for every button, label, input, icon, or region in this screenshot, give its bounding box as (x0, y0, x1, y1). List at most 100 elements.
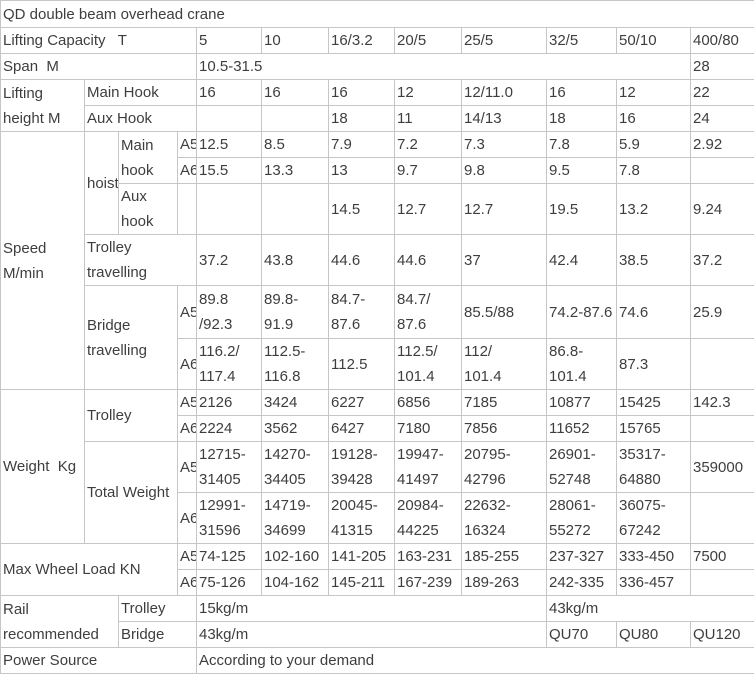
aux-speed-value: 12.7 (395, 184, 462, 235)
row-wheel-load-a5: Max Wheel Load KN A5 74-125 102-160 141-… (1, 544, 754, 570)
total-weight-value: 14270- 34405 (262, 442, 329, 493)
row-label-speed: Speed M/min (1, 132, 85, 390)
wheel-load-value: 189-263 (462, 570, 547, 596)
trolley-travel-value: 37 (462, 235, 547, 286)
row-label-lifting-capacity: Lifting Capacity T (1, 28, 197, 54)
row-trolley-weight-a5: Weight Kg Trolley A5 2126 3424 6227 6856… (1, 390, 754, 416)
label-aux-hook: Aux Hook (85, 106, 197, 132)
row-height-aux-hook: Aux Hook 18 11 14/13 18 16 24 (1, 106, 754, 132)
power-source-value: According to your demand (197, 648, 754, 674)
trolley-weight-value: 6856 (395, 390, 462, 416)
total-weight-value (691, 493, 754, 544)
main-hook-height-value: 12 (395, 80, 462, 106)
trolley-weight-value: 2126 (197, 390, 262, 416)
wheel-load-value: 242-335 (547, 570, 617, 596)
capacity-value: 16/3.2 (329, 28, 395, 54)
main-hook-height-value: 16 (262, 80, 329, 106)
hoist-speed-value: 12.5 (197, 132, 262, 158)
label-a6: A6 (178, 416, 197, 442)
wheel-load-value: 167-239 (395, 570, 462, 596)
main-hook-height-value: 12 (617, 80, 691, 106)
trolley-weight-value (691, 416, 754, 442)
total-weight-value: 26901- 52748 (547, 442, 617, 493)
hoist-speed-value (691, 158, 754, 184)
trolley-weight-value: 3562 (262, 416, 329, 442)
hoist-speed-value: 13.3 (262, 158, 329, 184)
hoist-speed-value: 9.5 (547, 158, 617, 184)
bridge-travel-value: 84.7/ 87.6 (395, 286, 462, 339)
label-a6: A6 (178, 493, 197, 544)
hoist-speed-value: 7.8 (547, 132, 617, 158)
trolley-travel-value: 38.5 (617, 235, 691, 286)
main-hook-height-value: 16 (329, 80, 395, 106)
rail-trolley-left-value: 15kg/m (197, 596, 547, 622)
label-a6: A6 (178, 570, 197, 596)
rail-bridge-left-value: 43kg/m (197, 622, 547, 648)
total-weight-value: 359000 (691, 442, 754, 493)
hoist-speed-value: 7.2 (395, 132, 462, 158)
bridge-travel-value: 74.2-87.6 (547, 286, 617, 339)
hoist-speed-value: 13 (329, 158, 395, 184)
trolley-weight-value: 10877 (547, 390, 617, 416)
hoist-speed-value: 9.8 (462, 158, 547, 184)
wheel-load-value: 336-457 (617, 570, 691, 596)
trolley-travel-value: 37.2 (691, 235, 754, 286)
row-power-source: Power Source According to your demand (1, 648, 754, 674)
row-label-lifting-height: Lifting height M (1, 80, 85, 132)
label-speed-aux-hook: Aux hook (119, 184, 178, 235)
aux-hook-height-value (262, 106, 329, 132)
capacity-value: 50/10 (617, 28, 691, 54)
wheel-load-value: 7500 (691, 544, 754, 570)
span-last-value: 28 (691, 54, 754, 80)
bridge-travel-value: 112.5- 116.8 (262, 339, 329, 390)
bridge-travel-value: 85.5/88 (462, 286, 547, 339)
row-height-main-hook: Lifting height M Main Hook 16 16 16 12 1… (1, 80, 754, 106)
wheel-load-value: 141-205 (329, 544, 395, 570)
hoist-speed-value: 9.7 (395, 158, 462, 184)
bridge-travel-value: 87.3 (617, 339, 691, 390)
bridge-travel-value: 89.8 /92.3 (197, 286, 262, 339)
wheel-load-value: 74-125 (197, 544, 262, 570)
total-weight-value: 20795- 42796 (462, 442, 547, 493)
label-total-weight: Total Weight (85, 442, 178, 544)
trolley-weight-value: 7180 (395, 416, 462, 442)
capacity-value: 32/5 (547, 28, 617, 54)
rail-bridge-value: QU120 (691, 622, 754, 648)
label-rail-trolley: Trolley (119, 596, 197, 622)
hoist-speed-value: 7.3 (462, 132, 547, 158)
row-trolley-travelling: Trolley travelling 37.2 43.8 44.6 44.6 3… (1, 235, 754, 286)
aux-speed-value: 9.24 (691, 184, 754, 235)
total-weight-value: 22632- 16324 (462, 493, 547, 544)
row-title: QD double beam overhead crane (1, 1, 754, 28)
label-hoist: hoist (85, 132, 119, 235)
row-span: Span M 10.5-31.5 28 (1, 54, 754, 80)
bridge-travel-value: 112.5 (329, 339, 395, 390)
trolley-travel-value: 42.4 (547, 235, 617, 286)
main-hook-height-value: 16 (547, 80, 617, 106)
row-bridge-travelling-a5: Bridge travelling A5 89.8 /92.3 89.8-91.… (1, 286, 754, 339)
label-trolley-travelling: Trolley travelling (85, 235, 197, 286)
empty-cell (178, 184, 197, 235)
trolley-weight-value: 3424 (262, 390, 329, 416)
total-weight-value: 20984- 44225 (395, 493, 462, 544)
row-label-max-wheel-load: Max Wheel Load KN (1, 544, 178, 596)
aux-speed-value (262, 184, 329, 235)
hoist-speed-value: 2.92 (691, 132, 754, 158)
bridge-travel-value: 112/ 101.4 (462, 339, 547, 390)
capacity-value: 10 (262, 28, 329, 54)
wheel-load-value: 163-231 (395, 544, 462, 570)
label-main-hook: Main Hook (85, 80, 197, 106)
total-weight-value: 12715- 31405 (197, 442, 262, 493)
trolley-weight-value: 15425 (617, 390, 691, 416)
trolley-weight-value: 7856 (462, 416, 547, 442)
row-label-power-source: Power Source (1, 648, 197, 674)
trolley-travel-value: 43.8 (262, 235, 329, 286)
aux-hook-height-value: 11 (395, 106, 462, 132)
wheel-load-value (691, 570, 754, 596)
bridge-travel-value: 86.8- 101.4 (547, 339, 617, 390)
label-a5: A5 (178, 286, 197, 339)
rail-trolley-right-value: 43kg/m (547, 596, 754, 622)
span-range-value: 10.5-31.5 (197, 54, 691, 80)
label-a5: A5 (178, 132, 197, 158)
row-lifting-capacity: Lifting Capacity T 5 10 16/3.2 20/5 25/5… (1, 28, 754, 54)
